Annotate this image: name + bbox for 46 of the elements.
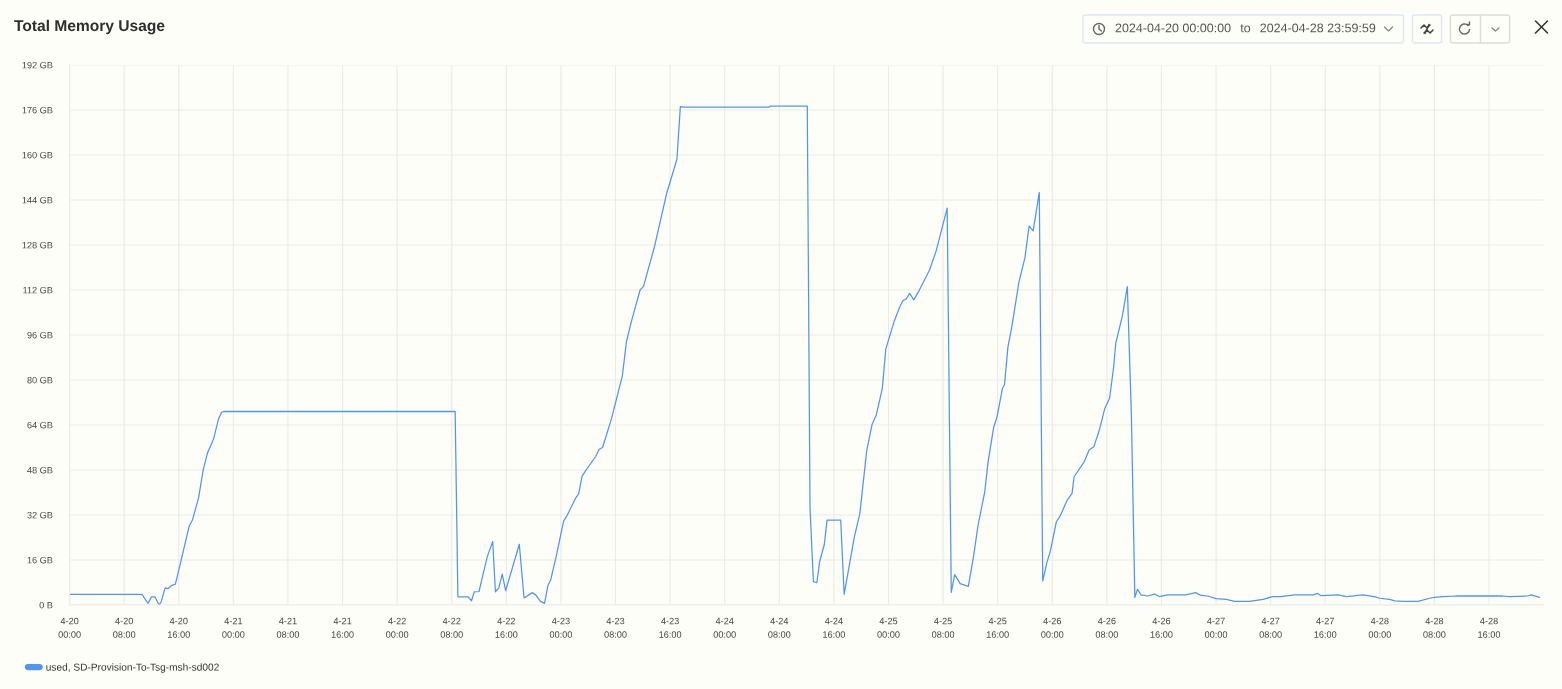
y-tick-label: 32 GB <box>27 511 53 519</box>
x-tick-label: 4-23 16:00 <box>659 617 682 638</box>
y-tick-label: 64 GB <box>27 421 53 429</box>
y-tick-label: 176 GB <box>22 106 53 114</box>
x-tick-label: 4-20 08:00 <box>113 617 136 638</box>
y-tick-label: 160 GB <box>22 151 53 159</box>
x-tick-label: 4-23 00:00 <box>549 617 573 638</box>
x-tick-label: 4-26 08:00 <box>1095 617 1118 638</box>
x-tick-label: 4-28 16:00 <box>1478 617 1501 638</box>
text: to <box>1240 24 1251 33</box>
y-tick-label: 192 GB <box>22 61 53 69</box>
x-tick-label: 4-20 00:00 <box>58 617 81 638</box>
x-tick-label: 4-26 16:00 <box>1150 617 1173 638</box>
x-tick-label: 4-21 16:00 <box>331 617 354 638</box>
y-tick-label: 144 GB <box>22 196 53 204</box>
x-tick-label: 4-24 00:00 <box>713 617 736 638</box>
x-tick-label: 4-21 00:00 <box>222 617 245 638</box>
x-tick-label: 4-22 16:00 <box>495 617 518 638</box>
x-tick-label: 4-23 08:00 <box>604 617 627 638</box>
x-tick-label: 4-26 00:00 <box>1041 617 1064 638</box>
x-tick-label: 4-20 16:00 <box>168 617 190 638</box>
x-tick-label: 4-21 08:00 <box>276 617 300 638</box>
x-tick-label: 4-25 16:00 <box>986 617 1009 638</box>
x-tick-label: 4-27 00:00 <box>1204 617 1228 638</box>
y-tick-label: 0 B <box>39 601 53 609</box>
y-tick-label: 112 GB <box>23 286 53 294</box>
y-tick-label: 48 GB <box>27 466 53 474</box>
y-tick-label: 128 GB <box>22 241 53 249</box>
text: 2024-04-20 00:00:00 <box>1115 23 1231 33</box>
x-tick-label: 4-22 08:00 <box>440 617 463 638</box>
x-tick-label: 4-24 08:00 <box>768 617 791 638</box>
x-tick-label: 4-27 08:00 <box>1259 617 1282 638</box>
x-tick-label: 4-28 00:00 <box>1368 617 1391 638</box>
x-tick-label: 4-22 00:00 <box>386 617 409 638</box>
y-tick-label: 96 GB <box>27 331 53 339</box>
chart-title: Total Memory Usage <box>14 19 165 35</box>
x-tick-label: 4-27 16:00 <box>1314 617 1337 638</box>
y-tick-label: 16 GB <box>27 556 53 564</box>
x-tick-label: 4-25 00:00 <box>877 617 900 638</box>
x-tick-label: 4-25 08:00 <box>931 617 955 638</box>
legend-label: used, SD-Provision-To-Tsg-msh-sd002 <box>46 663 219 673</box>
x-tick-label: 4-28 08:00 <box>1423 617 1446 638</box>
text: 2024-04-28 23:59:59 <box>1260 23 1376 33</box>
line-series <box>69 105 1541 605</box>
x-tick-label: 4-24 16:00 <box>823 617 846 638</box>
y-tick-label: 80 GB <box>27 376 53 384</box>
